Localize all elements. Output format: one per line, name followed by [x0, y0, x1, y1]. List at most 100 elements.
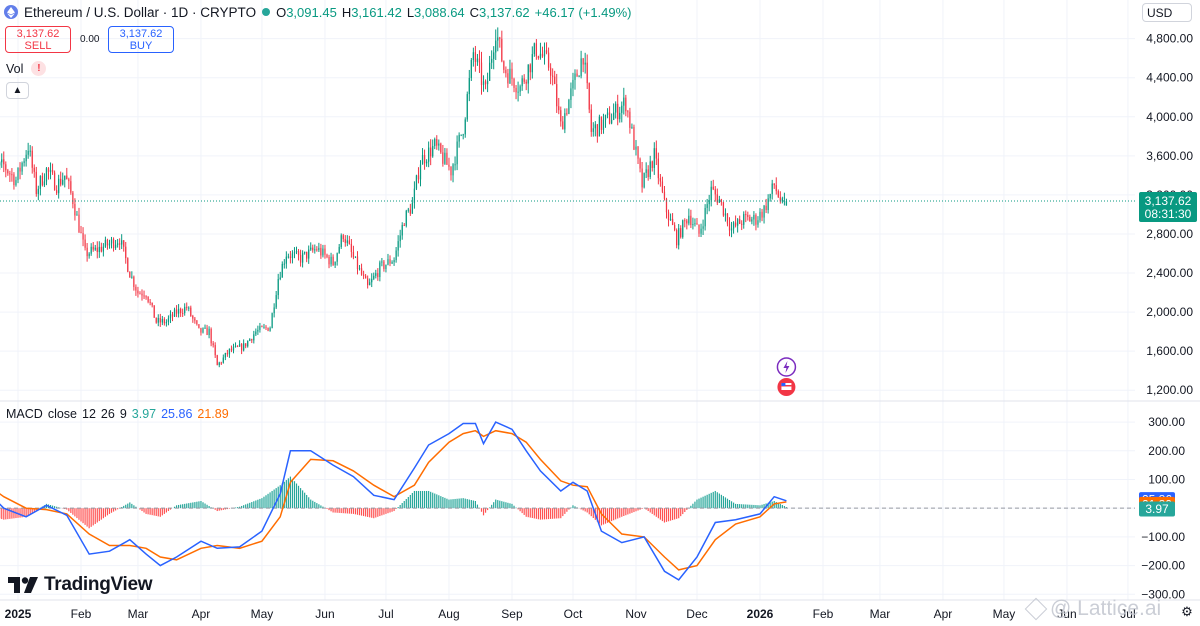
candle: [257, 325, 259, 335]
candle-body: [263, 326, 265, 328]
warning-icon[interactable]: !: [31, 61, 47, 76]
candle: [598, 114, 601, 137]
time-tick-label: Jun: [1057, 607, 1076, 621]
candle: [76, 210, 78, 216]
watermark: @ Lattice.ai: [1024, 597, 1161, 621]
currency-selector[interactable]: USD: [1142, 3, 1192, 22]
candle-body: [568, 99, 570, 114]
candle: [653, 142, 655, 175]
candle-body: [639, 158, 641, 169]
candle: [236, 345, 239, 348]
candle-body: [86, 247, 88, 257]
candle: [204, 324, 206, 329]
candle-body: [116, 243, 119, 245]
candle-body: [92, 246, 94, 250]
candle: [249, 338, 251, 342]
candle: [222, 354, 224, 364]
macd-tick-label: −300.00: [1141, 587, 1185, 601]
time-tick-label: Mar: [870, 607, 891, 621]
logo-text: TradingView: [44, 574, 153, 595]
candle: [106, 238, 109, 250]
candle-body: [690, 215, 692, 225]
candle: [188, 306, 190, 312]
macd-legend[interactable]: MACD close 12 26 9 3.97 25.86 21.89: [6, 407, 229, 421]
gear-icon[interactable]: ⚙: [1181, 604, 1193, 619]
ohlc-key-low: L: [406, 4, 415, 20]
candle: [549, 63, 552, 85]
symbol-title[interactable]: Ethereum / U.S. Dollar · 1D · CRYPTO: [24, 4, 257, 20]
candle: [226, 349, 229, 357]
candle: [210, 327, 212, 347]
candle: [552, 68, 554, 86]
candle-body: [710, 186, 712, 201]
tradingview-logo[interactable]: TradingView: [8, 574, 153, 596]
candle-body: [210, 328, 212, 344]
spread-value: 0.00: [80, 34, 100, 45]
candle-body: [722, 202, 725, 216]
candle: [543, 42, 546, 65]
candle: [743, 211, 745, 229]
candle: [141, 289, 143, 301]
candle: [328, 254, 330, 269]
candle-body: [480, 62, 483, 85]
candle-body: [708, 200, 710, 205]
volume-legend[interactable]: Vol !: [6, 61, 47, 76]
candle-body: [367, 278, 369, 286]
candle: [712, 179, 714, 191]
candle: [747, 211, 749, 221]
candle-body: [676, 229, 678, 246]
candle-body: [608, 112, 611, 124]
candle-body: [718, 199, 720, 203]
candle: [301, 250, 304, 268]
candle: [379, 260, 381, 282]
candle-body: [432, 146, 434, 157]
candle: [580, 50, 582, 79]
candle: [537, 55, 540, 60]
candle: [602, 113, 605, 134]
candle: [364, 273, 367, 279]
candle-body: [200, 327, 202, 333]
candle: [608, 106, 611, 125]
candle: [468, 69, 470, 102]
candle: [686, 218, 688, 230]
ohlc-key-open: O: [276, 4, 287, 20]
candle-body: [655, 148, 657, 159]
candle-body: [202, 328, 204, 333]
sell-button[interactable]: 3,137.62 SELL: [5, 26, 71, 53]
candle: [606, 108, 609, 119]
candle-body: [647, 169, 649, 178]
candle: [283, 259, 285, 269]
candle-body: [613, 112, 615, 120]
candle-body: [64, 175, 66, 180]
candle: [720, 198, 723, 206]
candle-body: [521, 78, 523, 87]
candle: [125, 241, 127, 264]
candle-body: [66, 175, 68, 180]
candle-body: [141, 293, 143, 296]
buy-button[interactable]: 3,137.62 BUY: [108, 26, 174, 53]
candle-body: [94, 247, 96, 250]
candle: [659, 173, 662, 187]
candle: [133, 275, 135, 291]
candle: [755, 213, 757, 231]
candle: [521, 75, 523, 91]
candle: [682, 219, 684, 239]
time-tick-label: Oct: [564, 607, 583, 621]
candle: [710, 180, 712, 207]
candle: [513, 77, 515, 93]
candle: [346, 235, 348, 247]
candle-body: [165, 321, 168, 324]
candle: [694, 218, 696, 227]
candle: [200, 327, 202, 336]
flag-canton: [781, 383, 786, 386]
candle: [295, 246, 298, 255]
buy-price: 3,137.62: [119, 28, 163, 40]
candle-body: [318, 247, 320, 251]
candle: [119, 238, 121, 250]
candle-body: [1, 159, 3, 163]
candle-body: [545, 50, 548, 53]
candle-body: [747, 214, 749, 217]
collapse-legend-button[interactable]: ▲: [6, 82, 29, 99]
candle: [265, 325, 267, 330]
